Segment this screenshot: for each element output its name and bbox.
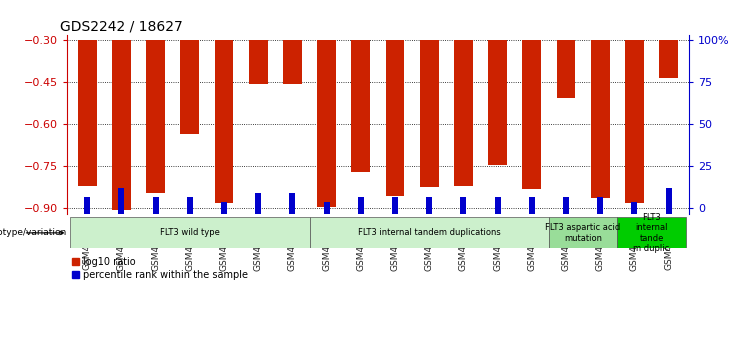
Bar <box>494 197 501 214</box>
Bar <box>549 217 617 248</box>
Bar <box>597 197 603 214</box>
Text: FLT3 wild type: FLT3 wild type <box>160 228 220 237</box>
Bar <box>221 201 227 214</box>
Bar <box>249 40 268 83</box>
Bar <box>146 40 165 193</box>
Bar <box>84 197 90 214</box>
Bar <box>70 217 310 248</box>
Bar <box>283 40 302 83</box>
Bar <box>255 193 262 214</box>
Bar <box>385 40 405 196</box>
Bar <box>289 193 296 214</box>
Text: FLT3
internal
tande
m duplic: FLT3 internal tande m duplic <box>634 213 670 253</box>
Bar <box>529 197 535 214</box>
Bar <box>112 40 131 210</box>
Bar <box>180 40 199 134</box>
Bar <box>310 217 549 248</box>
Bar <box>187 197 193 214</box>
Bar <box>659 40 678 78</box>
Text: FLT3 internal tandem duplications: FLT3 internal tandem duplications <box>358 228 501 237</box>
Bar <box>665 188 671 214</box>
Bar <box>488 40 507 165</box>
Bar <box>522 40 541 189</box>
Text: GDS2242 / 18627: GDS2242 / 18627 <box>61 19 183 33</box>
Legend: log10 ratio, percentile rank within the sample: log10 ratio, percentile rank within the … <box>72 257 248 280</box>
Bar <box>556 40 576 98</box>
Bar <box>78 40 96 186</box>
Bar <box>392 197 398 214</box>
Bar <box>454 40 473 186</box>
Bar <box>460 197 467 214</box>
Bar <box>420 40 439 187</box>
Bar <box>215 40 233 203</box>
Bar <box>625 40 644 203</box>
Bar <box>324 201 330 214</box>
Text: FLT3 aspartic acid
mutation: FLT3 aspartic acid mutation <box>545 223 621 243</box>
Text: genotype/variation: genotype/variation <box>0 228 67 237</box>
Bar <box>631 201 637 214</box>
Bar <box>563 197 569 214</box>
Bar <box>591 40 610 198</box>
Bar <box>617 217 685 248</box>
Bar <box>351 40 370 172</box>
Bar <box>153 197 159 214</box>
Bar <box>119 188 124 214</box>
Bar <box>317 40 336 207</box>
Bar <box>358 197 364 214</box>
Bar <box>426 197 432 214</box>
